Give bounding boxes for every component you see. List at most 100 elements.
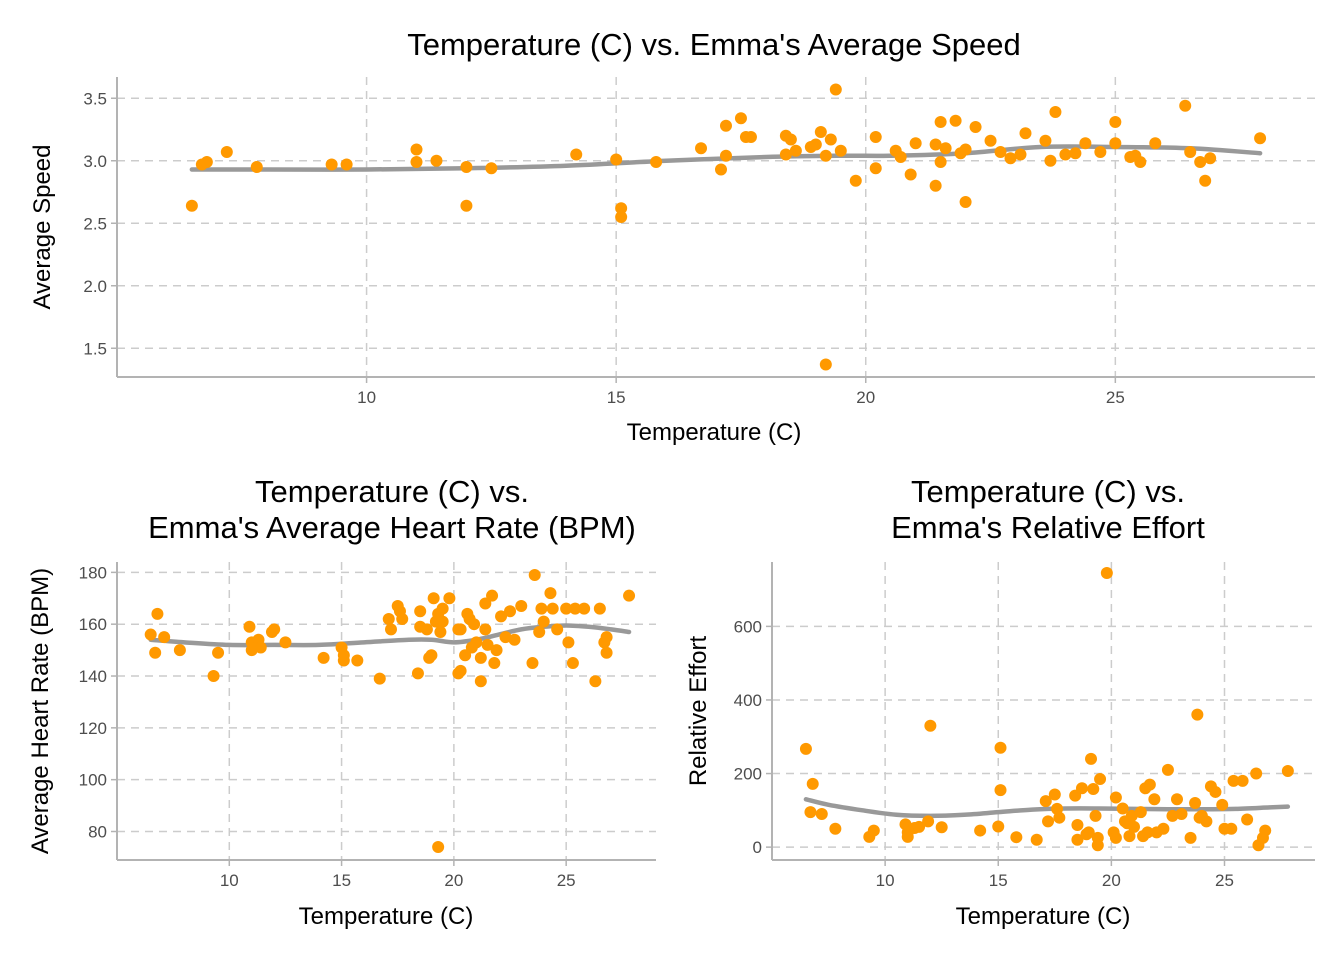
hr-point-81: [623, 589, 636, 602]
hr-point-50: [474, 651, 487, 664]
speed-point-59: [1039, 134, 1052, 147]
speed-point-18: [695, 142, 708, 155]
hr-point-65: [533, 625, 546, 638]
hr-point-11: [254, 641, 267, 654]
hr-point-79: [600, 631, 613, 644]
heart-rate-y-axis-title: Average Heart Rate (BPM): [27, 568, 54, 854]
hr-point-1: [151, 607, 164, 620]
effort-panel: Temperature (C) vs. Emma's Relative Effo…: [685, 474, 1315, 930]
hr-point-20: [373, 672, 386, 685]
hr-point-51: [474, 675, 487, 688]
effort-point-60: [1184, 831, 1197, 844]
speed-point-31: [814, 126, 827, 138]
effort-point-51: [1141, 826, 1154, 839]
speed-x-tick-label-0: 10: [357, 388, 376, 407]
speed-point-55: [994, 146, 1007, 158]
speed-point-35: [829, 83, 842, 96]
speed-point-42: [904, 168, 917, 181]
speed-point-57: [1014, 148, 1027, 161]
effort-point-15: [974, 824, 987, 837]
hr-y-tick-label-5: 180: [79, 563, 107, 582]
hr-point-13: [268, 623, 281, 636]
speed-y-tick-label-0: 1.5: [83, 339, 107, 358]
hr-point-68: [544, 587, 557, 600]
speed-y-axis-title: Average Speed: [29, 144, 56, 309]
effort-x-tick-label-0: 10: [876, 871, 895, 890]
hr-point-35: [432, 841, 445, 854]
effort-x-tick-label-2: 20: [1102, 871, 1121, 890]
effort-points: [799, 567, 1294, 852]
effort-point-62: [1191, 708, 1204, 721]
speed-point-5: [325, 158, 338, 171]
hr-point-42: [454, 664, 467, 677]
effort-point-78: [1281, 764, 1294, 777]
effort-point-34: [1089, 809, 1102, 822]
speed-point-4: [250, 161, 263, 173]
hr-x-tick-label-3: 25: [557, 871, 576, 890]
hr-point-2: [149, 646, 162, 659]
speed-x-tick-label-3: 25: [1106, 388, 1125, 407]
speed-point-3: [220, 146, 233, 158]
effort-point-52: [1143, 778, 1156, 791]
speed-gridlines: [117, 77, 1315, 377]
hr-point-26: [411, 667, 424, 680]
hr-x-tick-label-2: 20: [444, 871, 463, 890]
speed-point-30: [809, 138, 822, 151]
speed-point-67: [1109, 116, 1122, 128]
speed-point-6: [340, 158, 353, 171]
effort-point-4: [829, 822, 842, 835]
hr-y-tick-label-1: 100: [79, 771, 107, 790]
speed-point-9: [430, 154, 443, 167]
hr-point-66: [535, 602, 548, 615]
speed-point-22: [734, 112, 747, 125]
hr-point-38: [436, 602, 449, 615]
speed-point-71: [1149, 137, 1162, 150]
speed-point-53: [969, 121, 982, 133]
hr-point-57: [490, 644, 503, 657]
effort-point-22: [1042, 815, 1055, 828]
hr-point-28: [414, 605, 427, 618]
hr-point-7: [243, 620, 256, 633]
heart-rate-chart-title: Temperature (C) vs.: [255, 474, 529, 509]
speed-point-24: [744, 131, 757, 143]
speed-point-10: [460, 161, 473, 173]
hr-point-49: [470, 636, 483, 649]
speed-point-33: [824, 133, 837, 146]
effort-point-31: [1082, 826, 1095, 839]
heart-rate-x-axis-title: Temperature (C): [299, 903, 474, 930]
hr-point-6: [212, 646, 225, 659]
hr-point-31: [425, 649, 438, 662]
speed-point-19: [714, 163, 727, 176]
speed-point-65: [1094, 146, 1107, 158]
speed-point-75: [1199, 174, 1212, 187]
hr-point-18: [337, 654, 350, 667]
hr-point-43: [454, 623, 467, 636]
effort-point-70: [1225, 822, 1238, 835]
hr-point-67: [537, 615, 550, 628]
speed-point-74: [1194, 156, 1207, 168]
hr-point-44: [459, 649, 472, 662]
effort-point-18: [994, 784, 1007, 797]
hr-point-0: [144, 628, 157, 641]
speed-point-73: [1184, 146, 1197, 158]
speed-point-43: [909, 137, 922, 150]
speed-point-77: [1254, 132, 1267, 145]
effort-point-12: [922, 815, 935, 828]
speed-point-14: [610, 153, 623, 166]
speed-y-tick-label-4: 3.5: [83, 89, 107, 108]
speed-point-72: [1179, 99, 1192, 112]
effort-y-tick-label-1: 200: [734, 765, 762, 784]
speed-x-axis-title: Temperature (C): [627, 419, 802, 446]
effort-point-17: [994, 741, 1007, 754]
effort-point-20: [1030, 833, 1043, 846]
effort-point-40: [1109, 791, 1122, 804]
hr-point-75: [578, 602, 591, 615]
hr-point-32: [427, 592, 440, 605]
hr-point-19: [351, 654, 364, 667]
effort-point-16: [992, 820, 1005, 833]
speed-point-48: [939, 142, 952, 155]
hr-point-54: [481, 638, 494, 651]
effort-point-29: [1075, 782, 1088, 795]
speed-point-2: [200, 156, 213, 168]
